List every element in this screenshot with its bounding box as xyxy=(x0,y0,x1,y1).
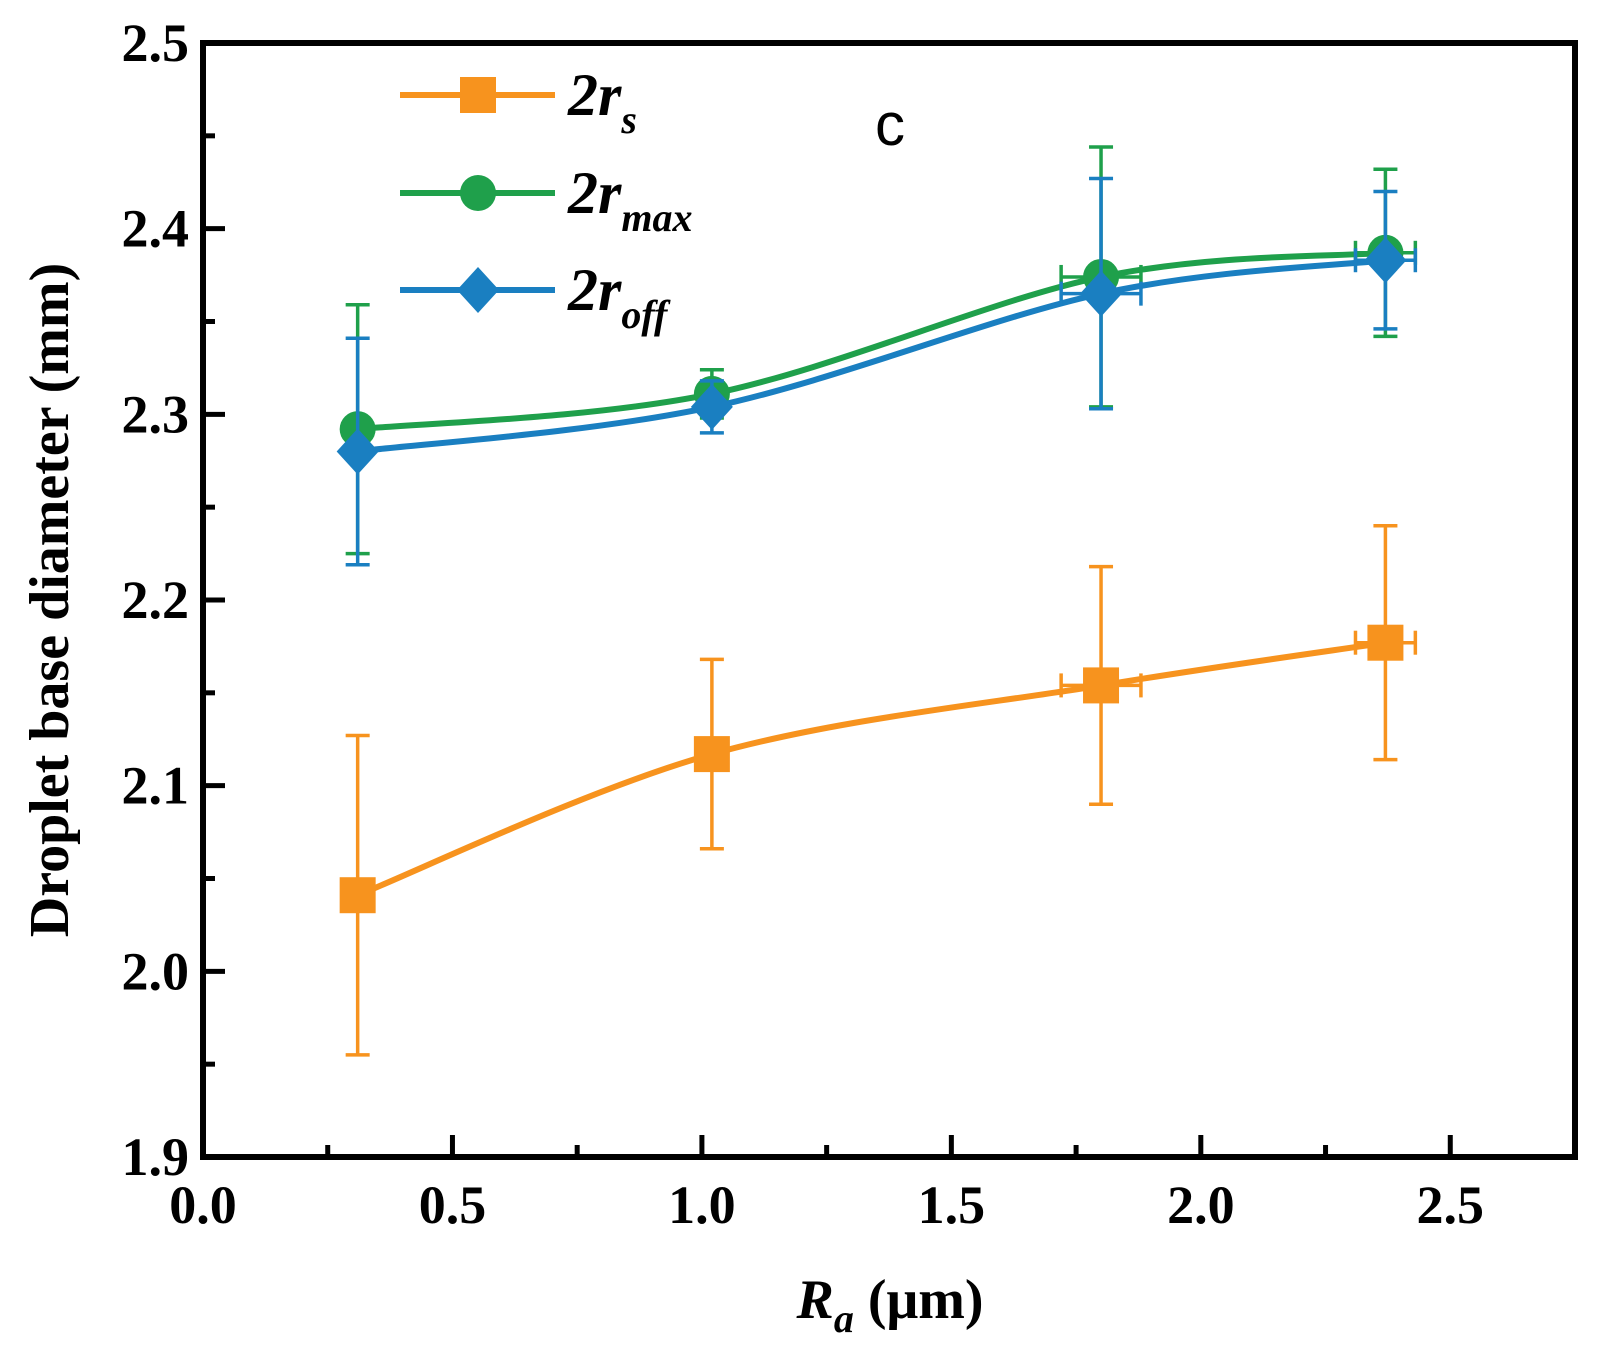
legend-marker xyxy=(460,77,496,113)
series-max xyxy=(339,145,1418,556)
y-tick-label: 2.1 xyxy=(122,756,190,816)
legend-marker xyxy=(457,267,499,313)
legend-item-off: 2roff xyxy=(400,257,671,337)
legend-label-main: 2r xyxy=(567,160,622,226)
data-point xyxy=(690,383,733,430)
legend-label: 2rs xyxy=(567,62,637,142)
x-axis-label-var: R xyxy=(795,1269,833,1331)
legend-marker xyxy=(460,175,496,211)
legend-label: 2rmax xyxy=(567,160,692,240)
plot-frame xyxy=(200,40,1578,1160)
legend-label-main: 2r xyxy=(567,257,622,323)
legend-item-max: 2rmax xyxy=(400,160,692,240)
series-line-off xyxy=(357,257,1386,455)
data-point xyxy=(336,428,379,475)
data-point xyxy=(1367,624,1404,661)
series-off xyxy=(336,176,1418,567)
legend-item-s: 2rs xyxy=(400,62,637,142)
legend-label-sub: s xyxy=(620,97,637,142)
panel-label: c xyxy=(875,91,905,158)
legend-label: 2roff xyxy=(567,257,671,337)
x-tick-label: 2.5 xyxy=(1417,1175,1485,1235)
x-axis-label: Ra (μm) xyxy=(795,1269,983,1341)
series-line-max xyxy=(357,249,1386,433)
legend-label-main: 2r xyxy=(567,62,622,128)
data-point xyxy=(1083,667,1120,704)
y-tick-label: 2.4 xyxy=(122,199,190,259)
y-tick-label: 1.9 xyxy=(122,1127,190,1187)
plot-series xyxy=(336,145,1418,1057)
x-tick-label: 2.0 xyxy=(1167,1175,1235,1235)
axis-ticks xyxy=(200,40,1453,1160)
x-axis-label-unit: (μm) xyxy=(854,1269,984,1331)
data-point xyxy=(693,736,730,773)
series-line-s xyxy=(356,639,1386,898)
y-tick-label: 2.2 xyxy=(122,570,190,630)
y-tick-label: 2.5 xyxy=(122,13,190,73)
legend-label-sub: off xyxy=(621,292,671,337)
legend-label-sub: max xyxy=(621,195,692,240)
x-tick-label: 0.5 xyxy=(419,1175,487,1235)
tick-labels: 0.0 0.5 1.0 1.5 2.0 2.5 1.9 2.0 2.1 2.2 2.3 2.4 2.5 xyxy=(122,13,1485,1235)
y-tick-label: 2.0 xyxy=(122,941,190,1001)
x-tick-label: 0.0 xyxy=(169,1175,237,1235)
x-tick-label: 1.5 xyxy=(918,1175,986,1235)
data-point xyxy=(1364,237,1407,284)
series-s xyxy=(339,523,1418,1057)
y-axis-label: Droplet base diameter (mm) xyxy=(19,263,81,937)
x-tick-label: 1.0 xyxy=(668,1175,736,1235)
y-tick-label: 2.3 xyxy=(122,384,190,444)
data-point xyxy=(339,877,376,914)
x-axis-label-sub: a xyxy=(834,1296,854,1341)
data-point xyxy=(1080,270,1123,317)
